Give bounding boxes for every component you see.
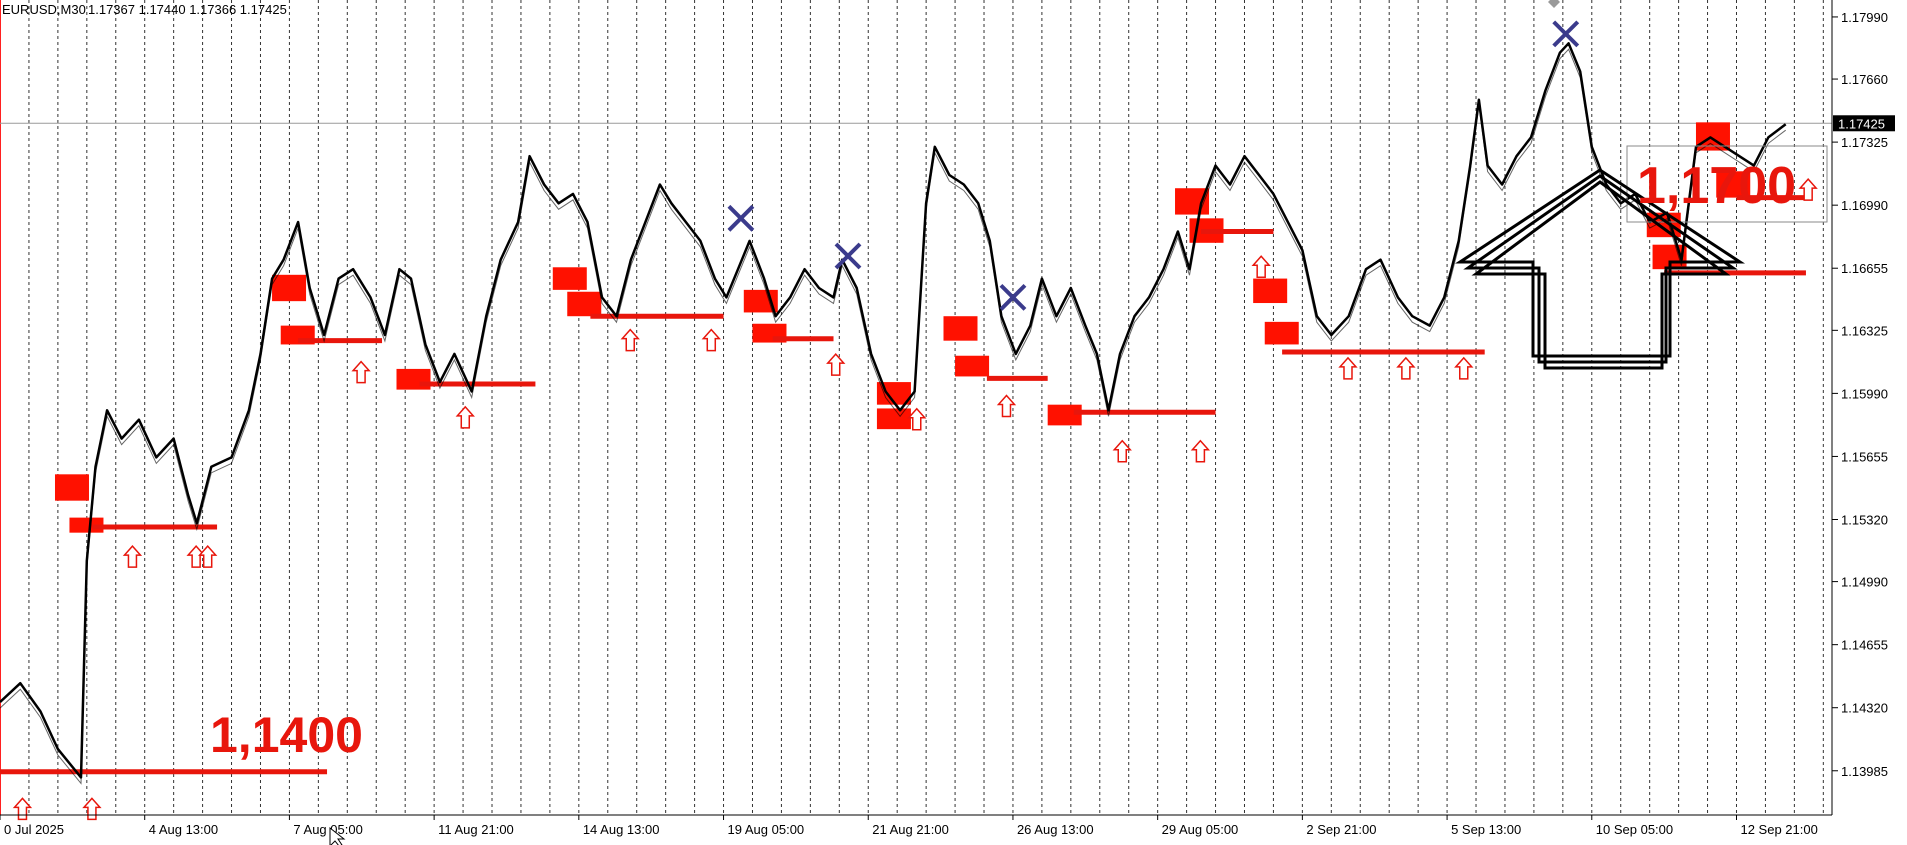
big-up-arrow-icon: [1454, 168, 1746, 370]
signal-up-arrow-icon: [1454, 356, 1474, 380]
signal-up-arrow-icon: [1798, 177, 1818, 201]
signal-up-arrow-icon: [122, 545, 143, 568]
mouse-cursor-icon: [329, 826, 346, 845]
signal-up-arrow-icon: [620, 328, 640, 352]
supply-demand-zone: [1264, 321, 1299, 345]
time-tick-label: 5 Sep 13:00: [1451, 822, 1521, 837]
level-layer: [0, 195, 1806, 775]
time-tick-label: 21 Aug 21:00: [872, 822, 949, 837]
time-tick-label: 4 Aug 13:00: [149, 822, 218, 837]
current-price-tag: 1.17425: [1833, 115, 1895, 132]
price-tick-label: 1.17990: [1841, 10, 1888, 25]
price-layer: [0, 42, 1787, 785]
price-tick-label: 1.16325: [1841, 323, 1888, 338]
supply-demand-zone: [1047, 404, 1082, 426]
price-tick-label: 1.16655: [1841, 261, 1888, 276]
supply-demand-zone: [1175, 188, 1210, 215]
signal-up-arrow-icon: [82, 797, 102, 821]
signal-up-arrow-icon: [907, 407, 927, 431]
supply-demand-zone: [272, 274, 307, 302]
signal-up-arrow-icon: [1251, 255, 1271, 279]
time-tick-label: 12 Sep 21:00: [1740, 822, 1817, 837]
price-tick-label: 1.17325: [1841, 135, 1888, 150]
x-mark-layer: [727, 20, 1580, 311]
price-series-line: [0, 42, 1787, 779]
supply-demand-zone: [955, 355, 990, 377]
price-tick-label: 1.15320: [1841, 512, 1888, 527]
time-tick-label: 2 Sep 21:00: [1306, 822, 1376, 837]
signal-up-arrow-icon: [1190, 439, 1211, 463]
supply-demand-zone: [1646, 212, 1681, 238]
supply-demand-zone: [396, 368, 431, 390]
signal-arrow-layer: [12, 177, 1818, 821]
price-wick-shadow: [0, 48, 1787, 785]
time-tick-label: 19 Aug 05:00: [728, 822, 805, 837]
time-tick-label: 29 Aug 05:00: [1162, 822, 1239, 837]
price-tick-label: 1.14990: [1841, 575, 1888, 590]
low-level-label: 1,1400: [210, 707, 363, 763]
price-tick-label: 1.13985: [1841, 764, 1888, 779]
time-tick-label: 0 Jul 2025: [4, 822, 64, 837]
x-mark-icon: [834, 242, 862, 270]
signal-up-arrow-icon: [455, 405, 475, 429]
time-tick-label: 10 Sep 05:00: [1596, 822, 1673, 837]
supply-demand-zone: [943, 316, 978, 341]
time-tick-label: 11 Aug 21:00: [438, 822, 514, 837]
price-axis: 1.17990 1.17660 1.17325 1.16990 1.16655 1.163…: [1832, 10, 1888, 779]
time-axis: 0 Jul 2025 4 Aug 13:00 7 Aug 05:00 11 Aug 2…: [0, 815, 1818, 837]
high-level-label: 1,1700: [1637, 157, 1796, 215]
time-tick-label: 7 Aug 05:00: [293, 822, 362, 837]
signal-up-arrow-icon: [351, 360, 371, 384]
scroll-marker-icon[interactable]: [1548, 0, 1560, 8]
supply-demand-zone: [1253, 278, 1288, 304]
vertical-grid: [28, 0, 1824, 815]
time-tick-label: 26 Aug 13:00: [1017, 822, 1094, 837]
signal-up-arrow-icon: [1396, 356, 1416, 380]
supply-demand-zone: [567, 291, 602, 317]
signal-up-arrow-icon: [996, 394, 1017, 418]
price-tick-label: 1.14320: [1841, 701, 1888, 716]
x-mark-icon: [727, 204, 755, 232]
signal-up-arrow-icon: [701, 328, 721, 352]
signal-up-arrow-icon: [12, 797, 33, 821]
symbol-label: EURUSD,M30: [2, 2, 86, 17]
signal-up-arrow-icon: [826, 353, 846, 376]
level-callout-box: [1626, 145, 1828, 223]
price-tick-label: 1.16990: [1841, 198, 1888, 213]
current-price-tag-text: 1.17425: [1838, 116, 1885, 131]
price-tick-label: 1.15990: [1841, 386, 1888, 401]
supply-demand-zone: [552, 267, 587, 290]
price-tick-label: 1.17660: [1841, 72, 1888, 87]
x-mark-icon: [999, 283, 1027, 311]
price-tick-label: 1.14655: [1841, 638, 1888, 653]
price-tick-label: 1.15655: [1841, 449, 1888, 464]
supply-demand-zone: [876, 408, 911, 430]
ohlc-readout: 1.17367 1.17440 1.17366 1.17425: [88, 2, 287, 17]
time-tick-label: 14 Aug 13:00: [583, 822, 660, 837]
supply-demand-zone: [54, 474, 89, 501]
signal-up-arrow-icon: [1112, 439, 1132, 463]
signal-up-arrow-icon: [1338, 356, 1358, 380]
signal-up-arrow-icon: [198, 545, 218, 568]
supply-demand-zone: [1716, 171, 1751, 198]
x-mark-icon: [1552, 20, 1580, 48]
